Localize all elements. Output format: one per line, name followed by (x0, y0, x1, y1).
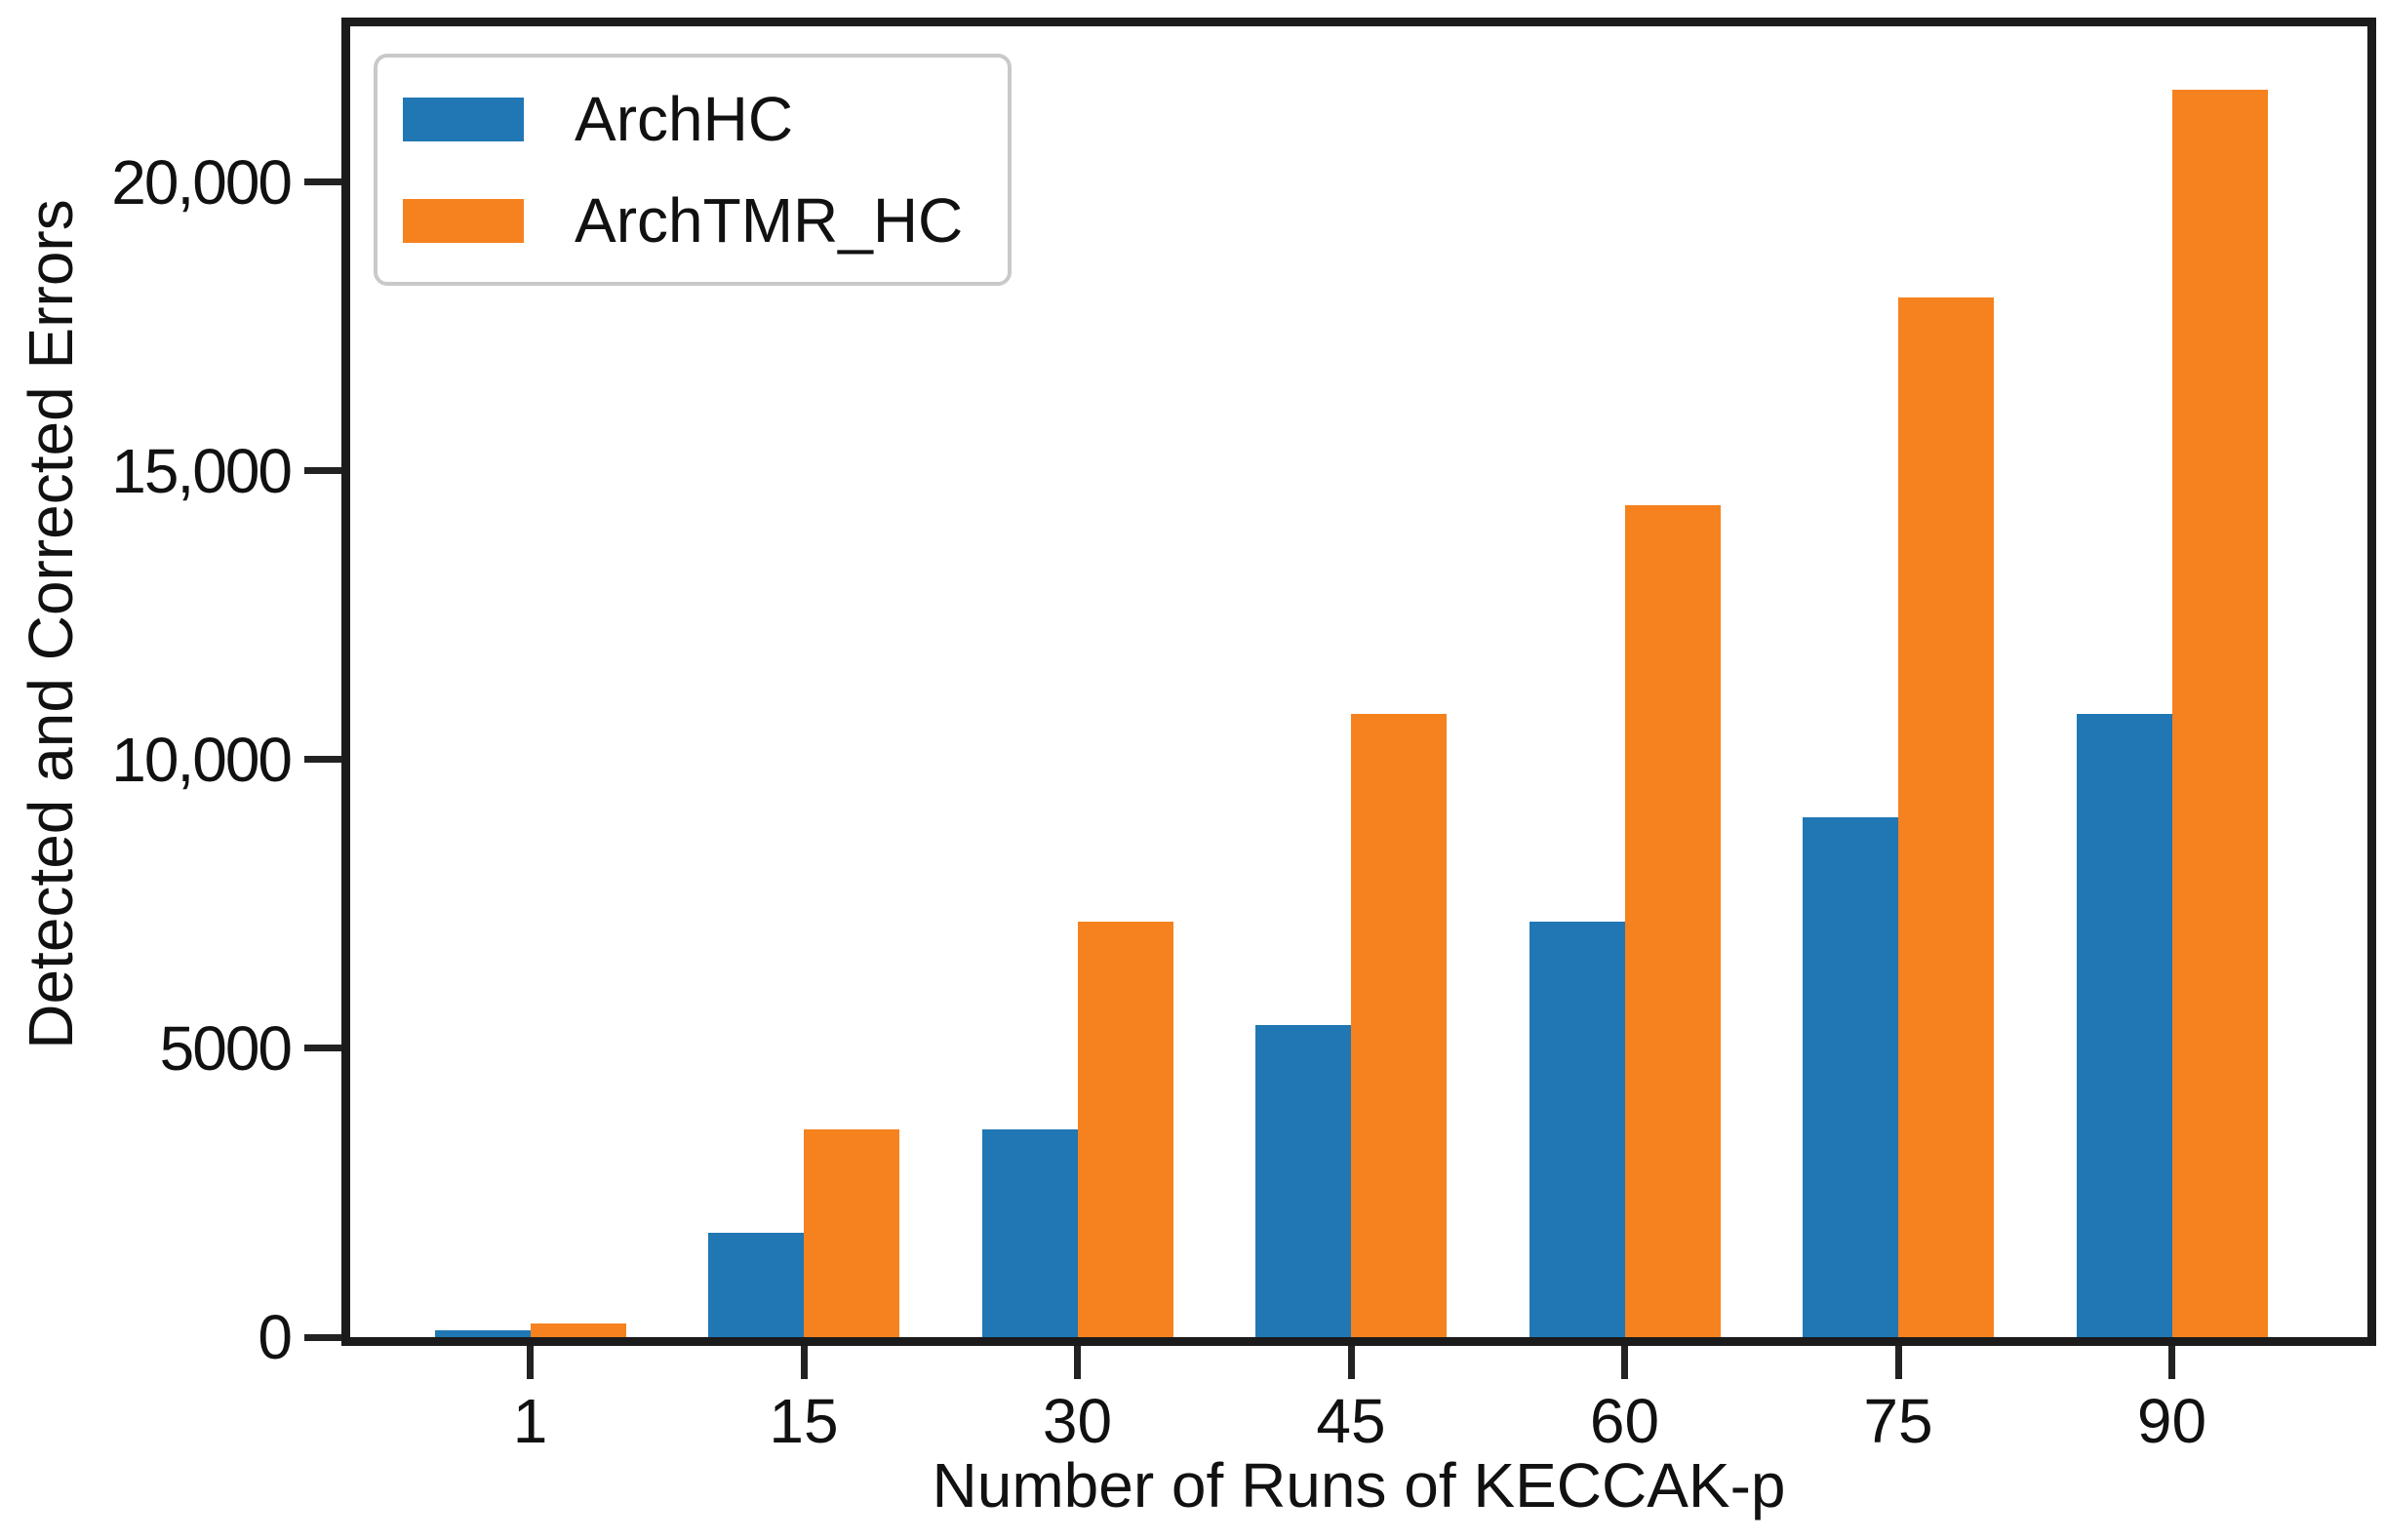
plot-area: ArchHC ArchTMR_HC (341, 18, 2376, 1346)
y-tick-label: 5000 (159, 1012, 293, 1084)
y-tick-mark (304, 1333, 341, 1341)
bar-ArchTMR_HC-75 (1898, 297, 1994, 1337)
x-axis-label: Number of Runs of KECCAK-p (932, 1450, 1786, 1520)
x-tick-mark (527, 1346, 534, 1379)
y-tick-mark (304, 178, 341, 186)
legend: ArchHC ArchTMR_HC (374, 54, 1013, 286)
x-tick-label: 75 (1863, 1386, 1933, 1456)
x-tick-mark (800, 1346, 808, 1379)
bar-ArchHC-90 (2076, 714, 2172, 1337)
bar-ArchHC-15 (708, 1233, 804, 1337)
bar-ArchTMR_HC-15 (804, 1129, 899, 1337)
y-tick-mark (304, 756, 341, 764)
bar-ArchHC-60 (1529, 922, 1625, 1337)
x-tick-label: 45 (1316, 1386, 1386, 1456)
legend-label: ArchTMR_HC (575, 185, 964, 256)
bar-ArchTMR_HC-45 (1351, 714, 1447, 1337)
y-tick-mark (304, 467, 341, 475)
x-tick-label: 1 (512, 1386, 548, 1456)
legend-label: ArchHC (575, 84, 794, 154)
y-tick-mark (304, 1045, 341, 1052)
bar-ArchTMR_HC-30 (1077, 922, 1173, 1337)
x-tick-mark (1621, 1346, 1628, 1379)
bar-ArchHC-30 (981, 1129, 1078, 1337)
x-tick-mark (1894, 1346, 1902, 1379)
legend-swatch-ArchTMR_HC (403, 198, 524, 243)
bar-ArchTMR_HC-90 (2171, 90, 2268, 1337)
plot-inner: ArchHC ArchTMR_HC (350, 26, 2367, 1337)
y-axis-label: Detected and Corrected Errors (16, 199, 86, 1049)
x-tick-mark (1074, 1346, 1081, 1379)
bar-ArchTMR_HC-1 (530, 1323, 626, 1337)
legend-swatch-ArchHC (403, 97, 524, 141)
x-tick-mark (2168, 1346, 2175, 1379)
legend-item: ArchTMR_HC (403, 184, 963, 257)
bar-ArchHC-45 (1255, 1025, 1351, 1337)
bar-ArchHC-75 (1803, 817, 1898, 1337)
bar-ArchTMR_HC-60 (1624, 505, 1721, 1337)
y-tick-label: 0 (258, 1302, 293, 1372)
bar-ArchHC-1 (434, 1330, 531, 1337)
x-tick-label: 30 (1042, 1386, 1113, 1456)
x-tick-label: 15 (769, 1386, 839, 1456)
x-tick-mark (1347, 1346, 1355, 1379)
x-tick-label: 90 (2136, 1386, 2207, 1456)
x-tick-label: 60 (1589, 1386, 1660, 1456)
y-tick-label: 20,000 (111, 146, 293, 217)
legend-item: ArchHC (403, 83, 963, 155)
y-tick-label: 15,000 (111, 435, 293, 506)
y-tick-label: 10,000 (111, 724, 293, 795)
